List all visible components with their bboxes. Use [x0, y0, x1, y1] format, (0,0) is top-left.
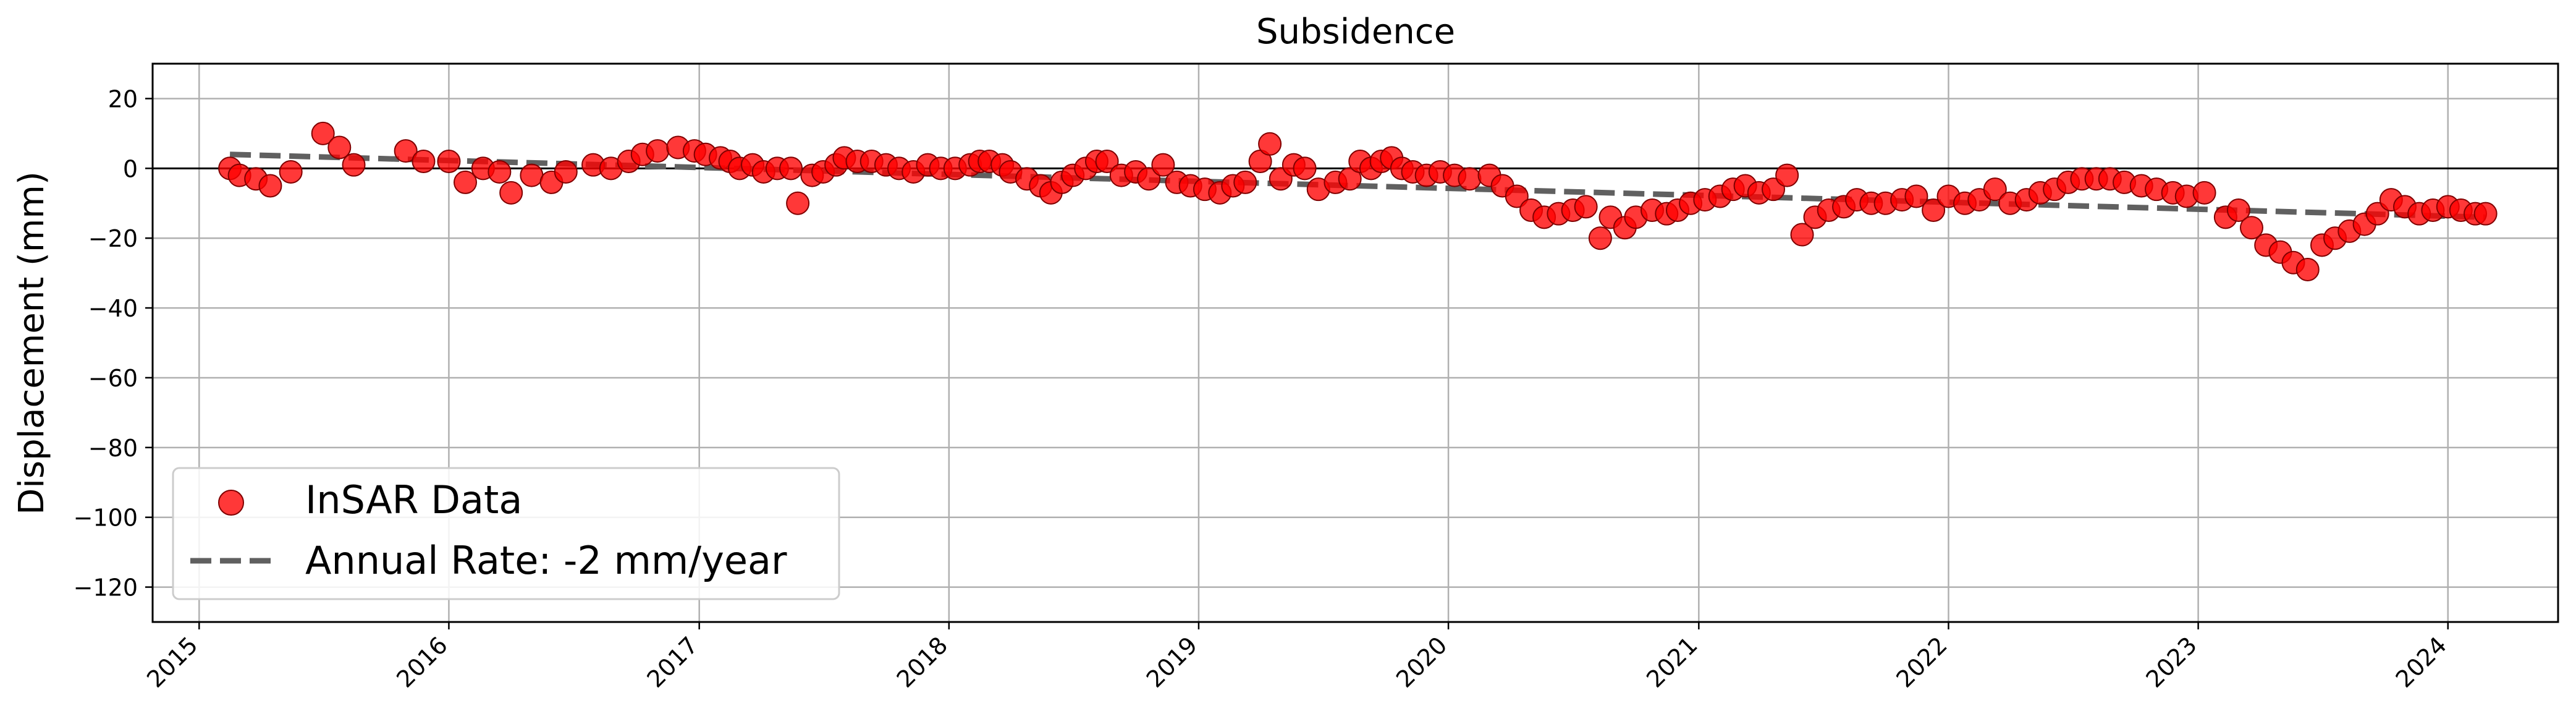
data-point — [1983, 177, 2007, 202]
x-tick-label: 2016 — [391, 631, 453, 693]
x-tick-label: 2020 — [1391, 631, 1453, 693]
x-tick-label: 2019 — [1141, 631, 1203, 693]
data-point — [327, 135, 352, 160]
data-points — [218, 121, 2498, 281]
data-point — [1458, 167, 1482, 191]
data-point — [2295, 257, 2320, 281]
data-point — [437, 150, 461, 174]
y-tick-label: −60 — [88, 365, 138, 392]
data-point — [2192, 181, 2216, 205]
data-point — [2473, 202, 2498, 226]
data-point — [258, 174, 282, 198]
data-point — [1904, 184, 1928, 208]
legend-box — [172, 467, 840, 600]
data-point — [342, 153, 366, 177]
data-point — [779, 156, 803, 181]
x-tick-label: 2022 — [1891, 631, 1953, 693]
x-axis-ticks: 2015 2016 2017 2018 2019 2020 2021 2022 2023 2024 — [141, 622, 2452, 693]
data-point — [646, 139, 670, 163]
y-axis-label: Displacement (mm) — [12, 171, 52, 515]
data-point — [1505, 184, 1529, 208]
legend-label-insar: InSAR Data — [305, 477, 522, 522]
x-tick-label: 2018 — [892, 631, 953, 693]
x-tick-label: 2017 — [642, 631, 704, 693]
y-tick-label: 0 — [123, 155, 138, 182]
y-tick-label: −80 — [88, 435, 138, 462]
grid-lines — [153, 64, 2558, 622]
y-axis-ticks: 20 0 −20 −40 −60 −80 −100 −120 — [74, 85, 153, 602]
chart-title: Subsidence — [1256, 12, 1455, 52]
data-point — [2226, 198, 2250, 223]
data-point — [488, 160, 512, 184]
y-tick-label: −120 — [74, 574, 138, 602]
data-point — [279, 160, 303, 184]
plot-frame — [151, 62, 2559, 623]
data-point — [1922, 198, 1946, 223]
data-point — [412, 150, 436, 174]
data-point — [1338, 167, 1362, 191]
x-tick-label: 2024 — [2391, 631, 2452, 693]
data-point — [311, 121, 335, 145]
data-point — [394, 139, 418, 163]
legend: InSAR Data Annual Rate: -2 mm/year — [172, 467, 840, 600]
y-tick-label: 20 — [108, 85, 138, 113]
data-point — [1574, 195, 1598, 219]
data-point — [454, 170, 478, 194]
data-point — [554, 160, 578, 184]
data-point — [1095, 150, 1119, 174]
legend-marker-insar — [218, 490, 244, 516]
data-point — [1258, 132, 1282, 156]
legend-label-trend: Annual Rate: -2 mm/year — [305, 538, 787, 583]
data-point — [499, 181, 523, 205]
y-tick-label: −20 — [88, 225, 138, 252]
x-tick-label: 2015 — [141, 631, 203, 693]
y-tick-label: −40 — [88, 295, 138, 322]
data-point — [1588, 226, 1612, 250]
data-point — [786, 191, 810, 215]
data-point — [520, 163, 544, 187]
data-point — [1151, 153, 1175, 177]
data-point — [1790, 223, 1814, 247]
x-tick-label: 2023 — [2140, 631, 2202, 693]
data-point — [1233, 170, 1257, 194]
y-tick-label: −100 — [74, 505, 138, 532]
data-point — [2239, 216, 2263, 240]
data-point — [1775, 163, 1799, 187]
data-point — [1137, 167, 1161, 191]
data-point — [1293, 156, 1317, 181]
x-tick-label: 2021 — [1641, 631, 1703, 693]
